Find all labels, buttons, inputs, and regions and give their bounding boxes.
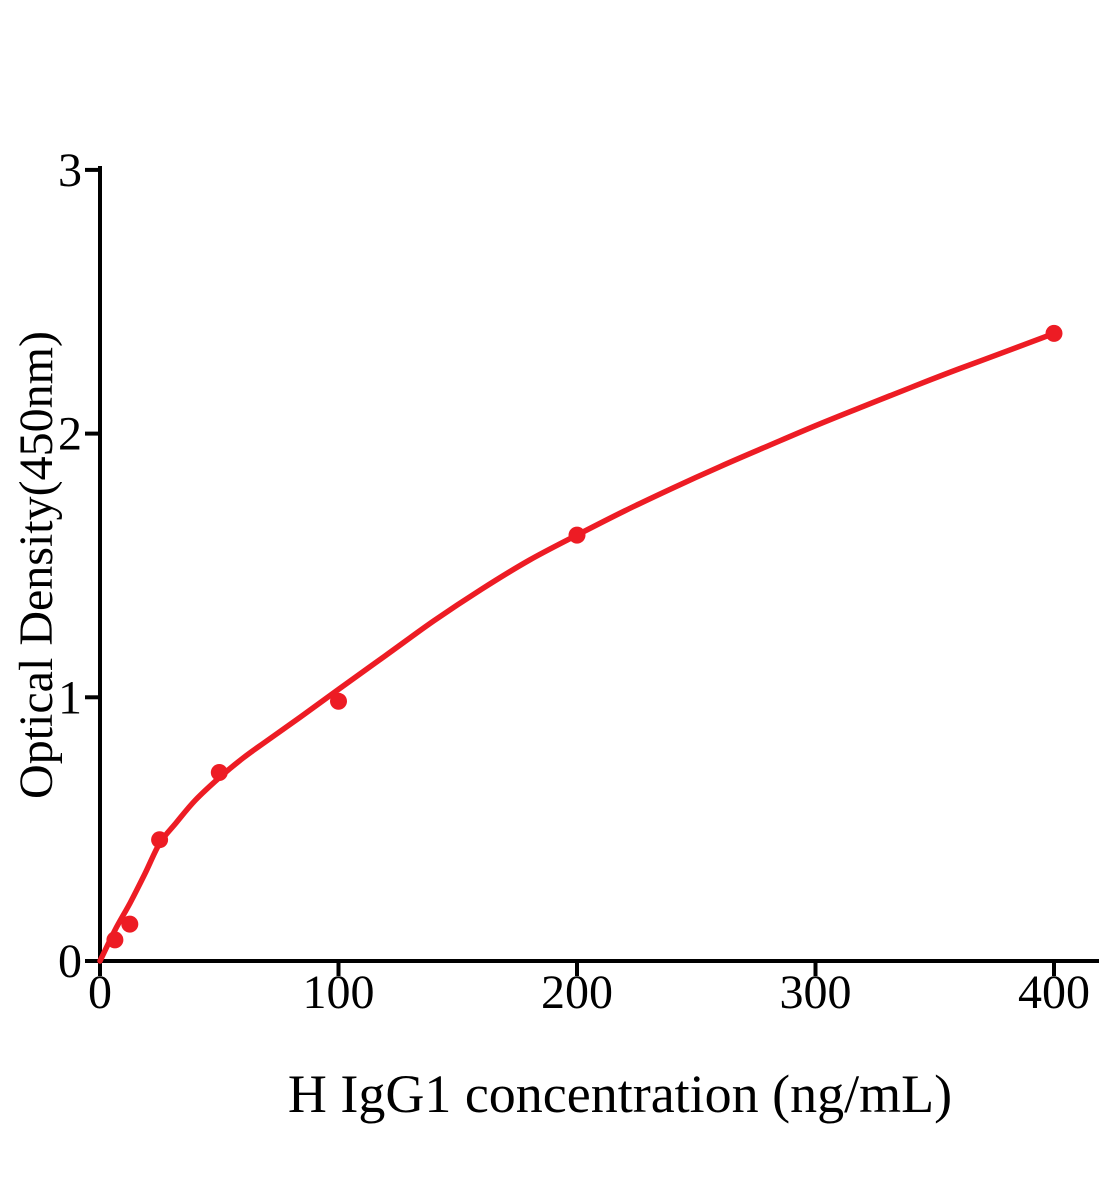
x-tick-label: 300 <box>780 966 852 1019</box>
axes <box>96 166 1099 965</box>
data-point <box>568 526 586 544</box>
x-axis-title: H IgG1 concentration (ng/mL) <box>288 1064 952 1124</box>
fit-curve-path <box>97 330 1057 964</box>
data-point <box>210 764 228 781</box>
data-point <box>106 931 124 949</box>
fit-curve <box>97 330 1057 964</box>
x-tick-label: 200 <box>541 966 613 1019</box>
data-point <box>1045 324 1063 342</box>
y-tick-label: 3 <box>58 144 82 197</box>
axis-ticks <box>85 167 1056 976</box>
x-tick-label: 100 <box>303 966 375 1019</box>
data-point <box>330 692 347 710</box>
x-tick-label: 0 <box>88 966 112 1019</box>
y-tick-label: 1 <box>58 671 82 724</box>
axis-tick-labels: 0 100 200 300 400 0 1 2 3 <box>58 144 1090 1019</box>
data-point <box>151 831 169 849</box>
data-point <box>121 915 139 933</box>
y-tick-label: 0 <box>58 935 82 988</box>
y-tick-label: 2 <box>58 408 82 461</box>
data-points <box>106 324 1063 949</box>
x-tick-label: 400 <box>1018 966 1090 1019</box>
y-axis-title: Optical Density(450nm) <box>10 331 63 799</box>
